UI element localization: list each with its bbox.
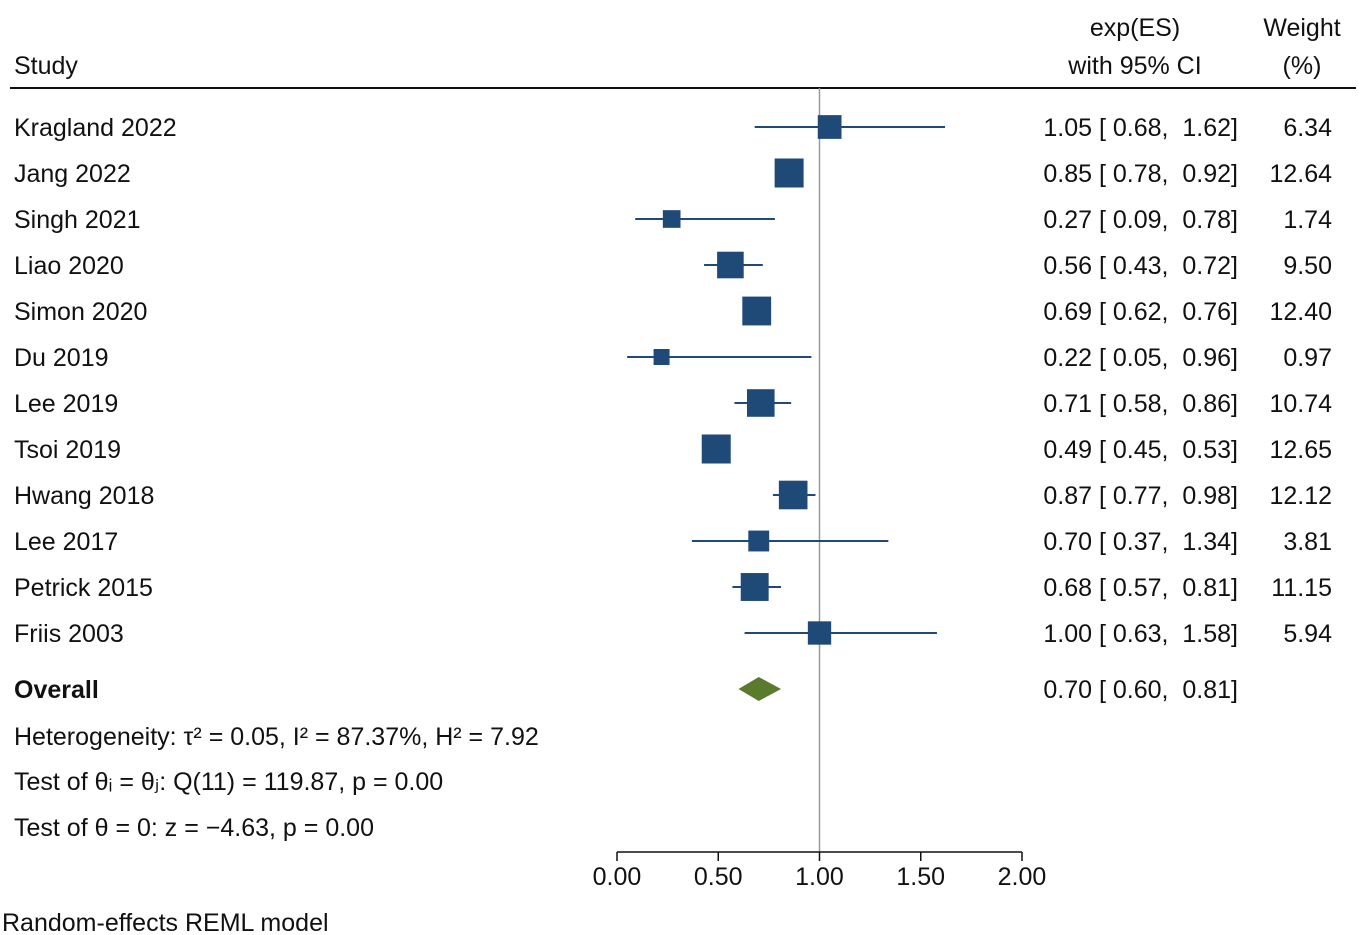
study-name: Petrick 2015 [14, 574, 153, 602]
study-ci-text: 0.49 [ 0.45, 0.53] [1043, 436, 1238, 464]
study-weight: 12.65 [1269, 436, 1332, 464]
header-es-line1: exp(ES) [1090, 14, 1180, 42]
study-weight: 11.15 [1271, 574, 1332, 602]
effect-marker [717, 251, 744, 279]
effect-marker [817, 115, 842, 139]
study-weight: 9.50 [1283, 252, 1332, 280]
study-ci-text: 1.00 [ 0.63, 1.58] [1043, 620, 1238, 648]
study-weight: 5.94 [1283, 620, 1332, 648]
study-name: Jang 2022 [14, 160, 131, 188]
header-study: Study [14, 52, 78, 80]
study-ci-text: 0.56 [ 0.43, 0.72] [1043, 252, 1238, 280]
study-name: Lee 2017 [14, 528, 118, 556]
effect-marker [748, 530, 770, 552]
study-weight: 6.34 [1283, 114, 1332, 142]
study-name: Kragland 2022 [14, 114, 177, 142]
x-tick-label: 0.50 [694, 863, 743, 891]
test-q-text: Test of θᵢ = θⱼ: Q(11) = 119.87, p = 0.0… [14, 768, 443, 796]
study-name: Liao 2020 [14, 252, 124, 280]
study-weight: 10.74 [1269, 390, 1332, 418]
effect-marker [778, 480, 808, 510]
x-tick-label: 1.00 [795, 863, 844, 891]
study-weight: 12.64 [1269, 160, 1332, 188]
study-weight: 3.81 [1283, 528, 1332, 556]
effect-marker [746, 389, 775, 417]
study-name: Du 2019 [14, 344, 109, 372]
study-weight: 12.40 [1269, 298, 1332, 326]
study-ci-text: 0.70 [ 0.37, 1.34] [1043, 528, 1238, 556]
study-ci-text: 0.85 [ 0.78, 0.92] [1043, 160, 1238, 188]
header-weight-line1: Weight [1263, 14, 1340, 42]
overall-ci-text: 0.70 [ 0.60, 0.81] [1043, 676, 1238, 704]
header-weight-line2: (%) [1283, 52, 1322, 80]
effect-marker [701, 434, 731, 464]
test-z-text: Test of θ = 0: z = −4.63, p = 0.00 [14, 814, 374, 842]
effect-marker [740, 573, 769, 601]
x-tick-label: 0.00 [593, 863, 642, 891]
x-tick-label: 1.50 [896, 863, 945, 891]
study-name: Hwang 2018 [14, 482, 154, 510]
overall-label: Overall [14, 676, 99, 704]
footnote: Random-effects REML model [2, 909, 329, 935]
study-weight: 0.97 [1283, 344, 1332, 372]
study-ci-text: 1.05 [ 0.68, 1.62] [1043, 114, 1238, 142]
effect-marker [742, 296, 772, 326]
study-ci-text: 0.68 [ 0.57, 0.81] [1043, 574, 1238, 602]
study-ci-text: 0.69 [ 0.62, 0.76] [1043, 298, 1238, 326]
study-ci-text: 0.22 [ 0.05, 0.96] [1043, 344, 1238, 372]
study-name: Friis 2003 [14, 620, 124, 648]
study-name: Tsoi 2019 [14, 436, 121, 464]
study-weight: 12.12 [1269, 482, 1332, 510]
effect-marker [653, 349, 670, 365]
effect-marker [807, 621, 832, 645]
study-name: Simon 2020 [14, 298, 147, 326]
x-tick-label: 2.00 [998, 863, 1047, 891]
study-name: Lee 2019 [14, 390, 118, 418]
study-ci-text: 0.71 [ 0.58, 0.86] [1043, 390, 1238, 418]
effect-marker [774, 158, 804, 188]
study-name: Singh 2021 [14, 206, 141, 234]
header-es-line2: with 95% CI [1067, 52, 1201, 80]
study-ci-text: 0.27 [ 0.09, 0.78] [1043, 206, 1238, 234]
study-weight: 1.74 [1283, 206, 1332, 234]
heterogeneity-text: Heterogeneity: τ² = 0.05, I² = 87.37%, H… [14, 723, 539, 751]
study-ci-text: 0.87 [ 0.77, 0.98] [1043, 482, 1238, 510]
overall-diamond [738, 677, 782, 701]
effect-marker [662, 210, 681, 228]
